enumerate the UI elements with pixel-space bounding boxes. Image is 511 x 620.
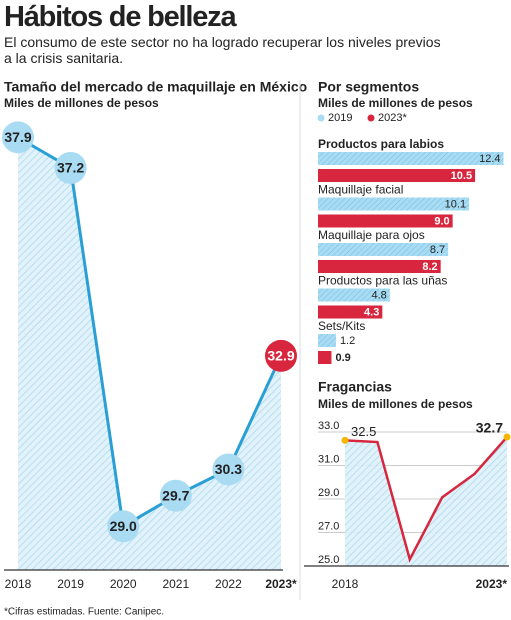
value-label: 37.2	[57, 160, 84, 176]
y-tick-label: 27.0	[318, 520, 339, 532]
value-label: 32.9	[267, 348, 294, 364]
x-tick-label: 2019	[57, 577, 84, 591]
category-label: Maquillaje para ojos	[318, 228, 425, 242]
area	[18, 137, 281, 570]
value-label: 8.7	[430, 244, 445, 256]
x-tick-label: 2020	[110, 577, 137, 591]
point	[265, 339, 297, 372]
value-label: 32.5	[351, 424, 376, 439]
value-label: 10.5	[451, 170, 472, 182]
value-label: 12.4	[479, 153, 500, 165]
x-tick-label: 2021	[162, 577, 189, 591]
value-label: 0.9	[335, 352, 350, 364]
point	[212, 453, 245, 486]
chart-subtitle: Miles de millones de pesos	[318, 397, 473, 411]
chart-title: Fragancias	[318, 379, 392, 395]
y-tick-label: 25.0	[318, 554, 339, 566]
bar	[318, 169, 476, 182]
line	[344, 436, 508, 563]
bar	[318, 260, 441, 273]
point	[159, 479, 192, 512]
x-tick-label: 2022	[215, 577, 242, 591]
y-tick-label: 33.0	[318, 420, 339, 432]
x-tick-label: 2023*	[476, 577, 508, 591]
value-label: 9.0	[434, 215, 449, 227]
bar-hatch	[318, 152, 504, 165]
point	[54, 151, 87, 184]
y-tick-label: 29.0	[318, 487, 339, 499]
value-label: 37.9	[4, 129, 31, 145]
legend-swatch	[367, 114, 375, 122]
category-label: Maquillaje facial	[318, 183, 403, 197]
value-label: 29.7	[162, 487, 189, 503]
bar-hatch	[318, 288, 390, 302]
value-label: 30.3	[215, 461, 242, 477]
chart-title: Por segmentos	[318, 79, 419, 95]
chart-subtitle: Miles de millones de pesos	[318, 96, 473, 110]
bar-hatch	[318, 243, 449, 256]
bar-hatch	[318, 197, 470, 211]
category-label: Sets/Kits	[318, 319, 365, 333]
category-label: Productos para las uñas	[318, 274, 447, 288]
point	[107, 510, 140, 543]
value-label: 10.1	[445, 198, 466, 210]
point	[503, 433, 511, 441]
category-label: Productos para labios	[318, 137, 444, 151]
title: Hábitos de belleza	[4, 1, 237, 33]
area	[345, 437, 507, 566]
point	[341, 436, 349, 444]
value-label: 29.0	[110, 518, 137, 534]
bar	[318, 214, 453, 228]
value-label: 4.3	[364, 306, 379, 318]
point	[2, 121, 34, 154]
x-tick-label: 2018	[5, 577, 32, 591]
legend-swatch	[317, 114, 325, 122]
y-tick-label: 31.0	[318, 453, 339, 465]
x-tick-label: 2018	[332, 577, 359, 591]
subtitle: El consumo de este sector no ha logrado …	[4, 34, 441, 66]
legend-label: 2019	[328, 112, 352, 124]
legend-label: 2023*	[378, 112, 407, 124]
value-label: 4.8	[372, 289, 387, 301]
chart-title: Tamaño del mercado de maquillaje en Méxi…	[4, 79, 307, 95]
value-label: 32.7	[476, 420, 503, 436]
bar-hatch	[318, 334, 336, 347]
value-label: 8.2	[422, 261, 437, 273]
bar	[318, 305, 383, 319]
footnote: *Cifras estimadas. Fuente: Canipec.	[4, 607, 164, 618]
bar	[318, 351, 332, 364]
header: Hábitos de belleza El consumo de este se…	[4, 0, 474, 66]
x-tick-label: 2023*	[265, 577, 297, 591]
value-label: 1.2	[340, 335, 355, 347]
chart-subtitle: Miles de millones de pesos	[4, 96, 159, 110]
